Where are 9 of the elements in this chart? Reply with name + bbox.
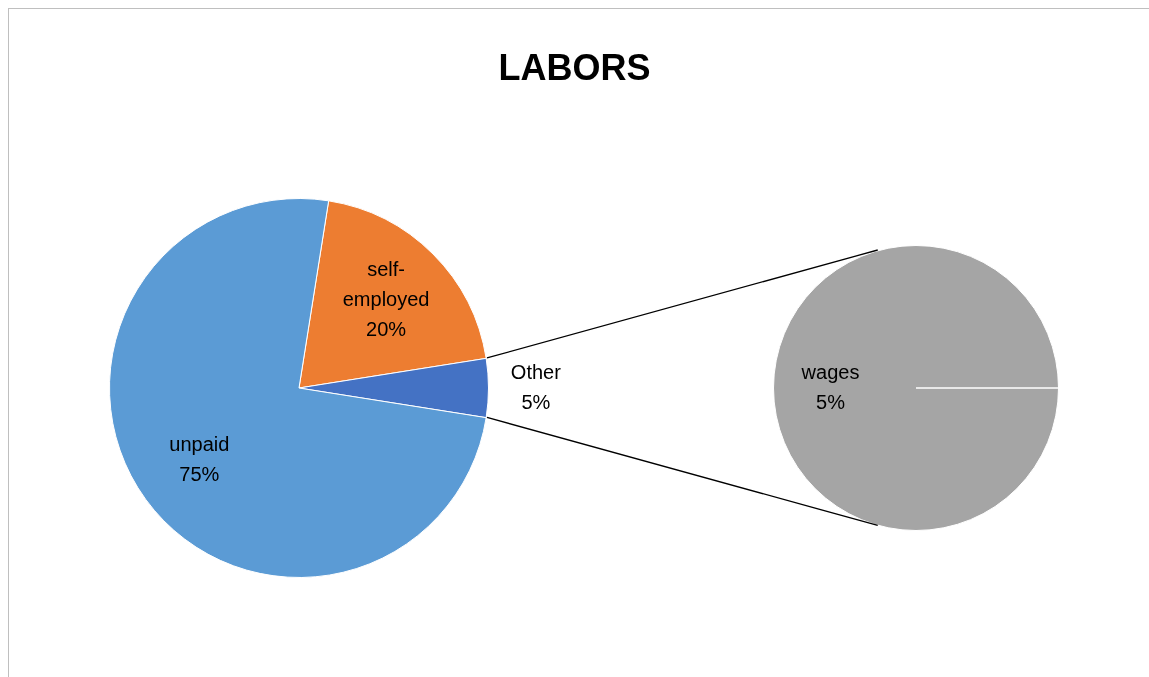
slice-label: wages bbox=[800, 360, 860, 383]
data-label: 5% bbox=[816, 390, 846, 413]
slice-label: Other bbox=[510, 360, 562, 383]
chart-title: LABORS bbox=[497, 47, 652, 89]
slice-label: unpaid bbox=[169, 432, 230, 455]
data-label: 5% bbox=[521, 390, 551, 413]
data-label: 75% bbox=[179, 462, 220, 485]
slice-label: self-employed bbox=[342, 258, 430, 311]
data-label: 20% bbox=[366, 318, 407, 341]
